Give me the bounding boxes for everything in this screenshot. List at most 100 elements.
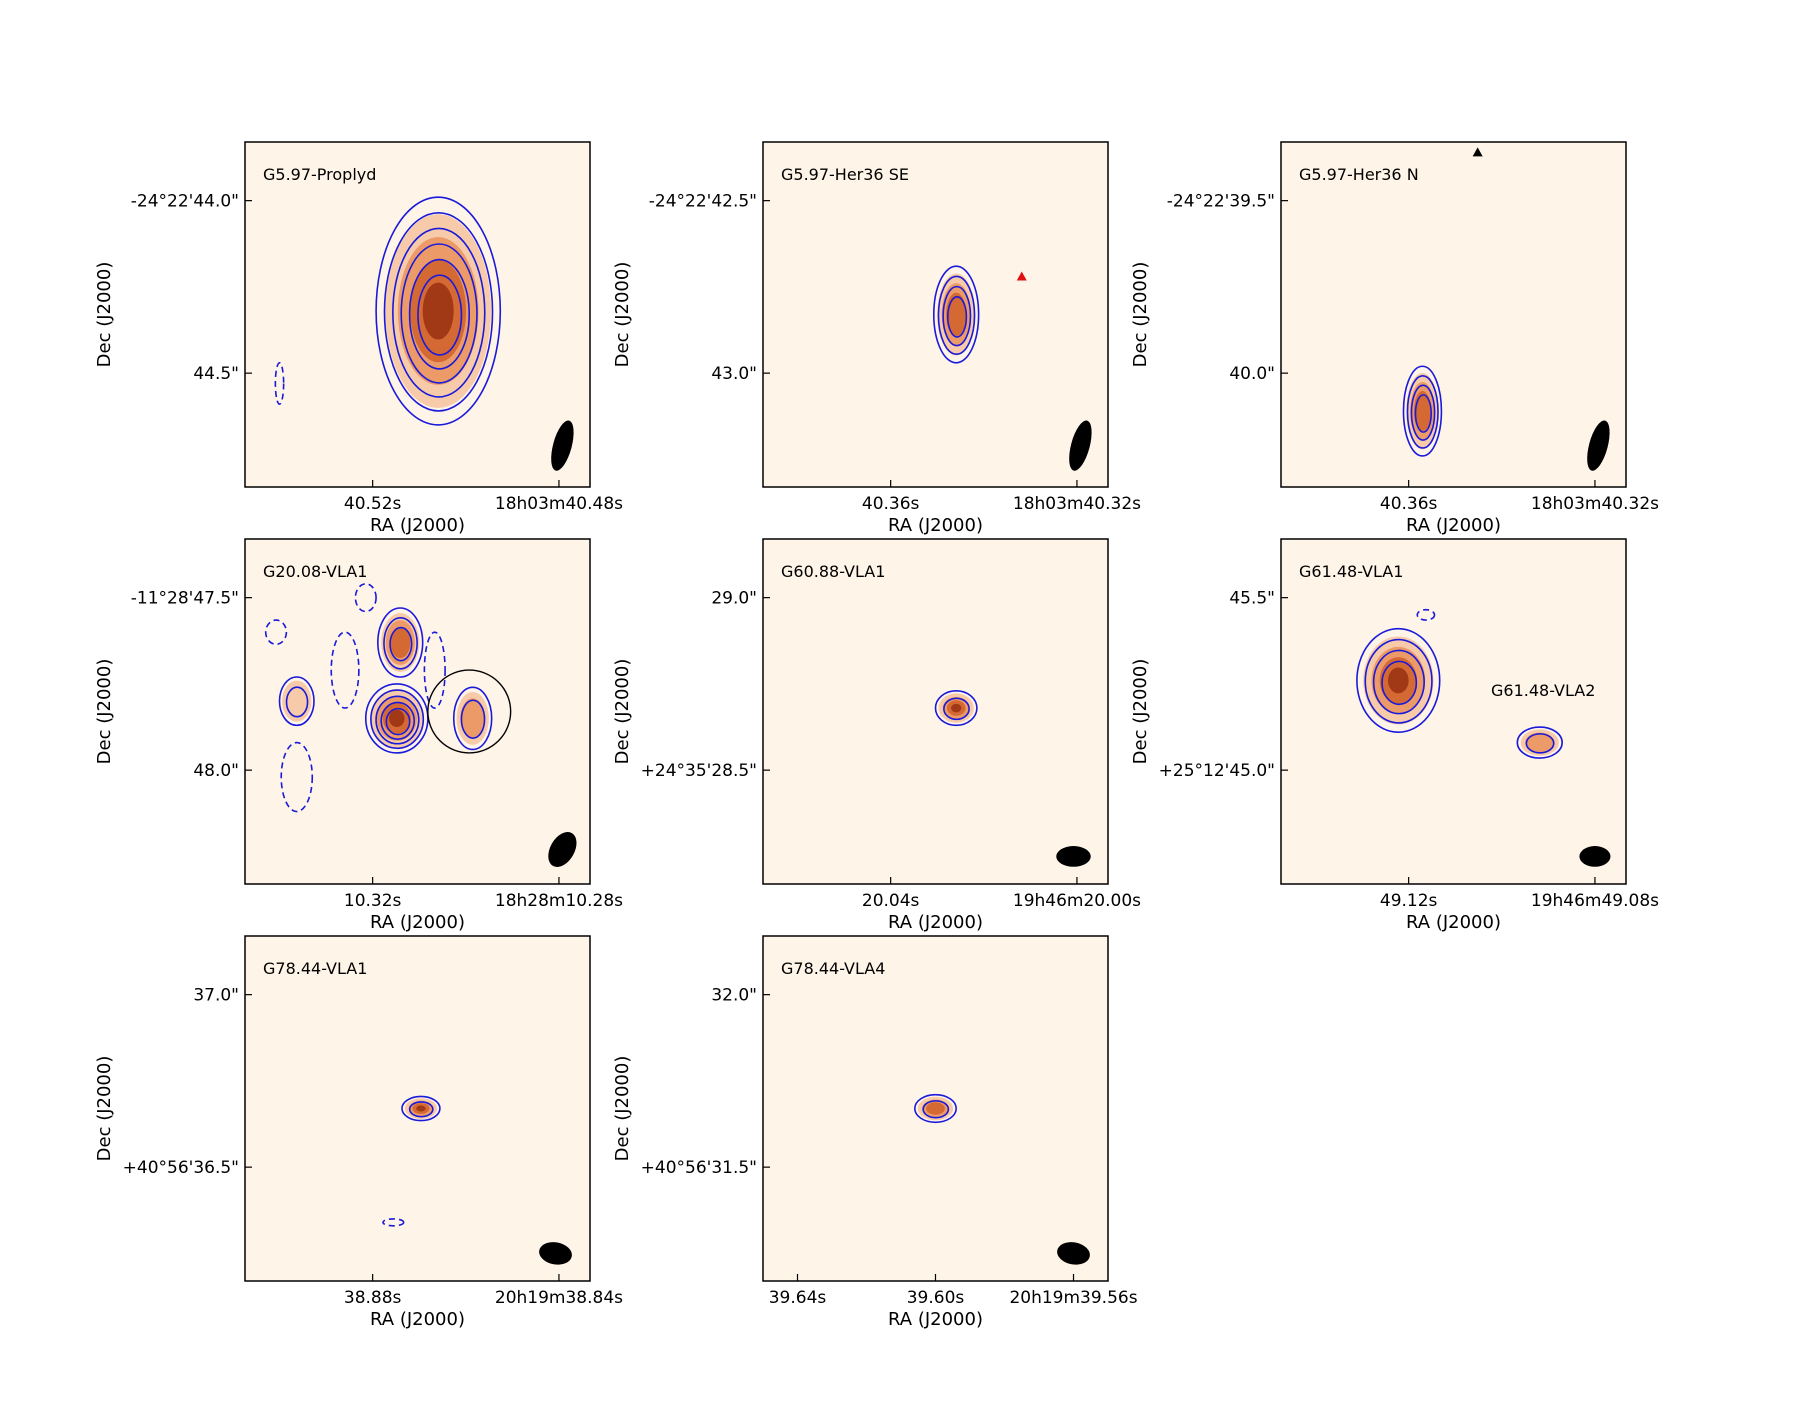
panel-title: G78.44-VLA1 — [263, 959, 367, 978]
x-tick-label: 20h19m39.56s — [1009, 1288, 1137, 1308]
panel-title: G60.88-VLA1 — [781, 562, 885, 581]
map-background — [1281, 142, 1626, 487]
y-tick-label: -11°28'47.5" — [131, 589, 239, 609]
panel-frame — [762, 538, 1109, 885]
y-axis-label: Dec (J2000) — [94, 659, 115, 765]
y-tick-label: 37.0" — [193, 986, 239, 1006]
x-axis-label: RA (J2000) — [370, 1309, 465, 1330]
y-tick-label: 29.0" — [711, 589, 757, 609]
y-axis-label: Dec (J2000) — [612, 262, 633, 368]
map-panel-6: G61.48-VLA1 G61.48-VLA2 49.12s 19h46m49.08s… — [1130, 538, 1659, 933]
map-panel-7: G78.44-VLA1 38.88s 20h19m38.84s 37.0" +40°56… — [94, 935, 623, 1330]
contour-source-4-level-2 — [285, 686, 309, 718]
contour-source-1-level-4 — [1414, 394, 1433, 433]
contour-source-1-level-2 — [943, 697, 970, 721]
negative-contour-2 — [354, 583, 377, 613]
beam-ellipse — [1057, 1242, 1090, 1265]
negative-contour-1 — [382, 1218, 405, 1227]
contour-source-1-level-3 — [392, 227, 486, 398]
negative-contour-3 — [330, 631, 360, 709]
map-content — [274, 196, 574, 471]
y-axis-label: Dec (J2000) — [94, 1056, 115, 1162]
emission-source-1-level-4 — [416, 1105, 426, 1112]
panel-title: G78.44-VLA4 — [781, 959, 885, 978]
emission-source-1-level-3 — [946, 292, 967, 337]
beam-ellipse — [539, 1242, 572, 1265]
y-tick-label: 45.5" — [1229, 589, 1275, 609]
panel-frame — [244, 141, 591, 488]
negative-contour-1 — [264, 619, 288, 646]
x-tick-label: 20h19m38.84s — [495, 1288, 623, 1308]
map-panel-3: G5.97-Her36 N 40.36s 18h03m40.32s -24°22'39… — [1130, 141, 1659, 536]
x-tick-label: 18h03m40.32s — [1013, 494, 1141, 514]
map-panel-5: G60.88-VLA1 20.04s 19h46m20.00s 29.0" +24°35… — [612, 538, 1141, 933]
x-tick-label: 39.64s — [769, 1288, 827, 1308]
map-content — [913, 1093, 1090, 1265]
x-tick-label: 18h28m10.28s — [495, 891, 623, 911]
x-tick-label: 10.32s — [344, 891, 402, 911]
x-tick-label: 18h03m40.32s — [1531, 494, 1659, 514]
x-tick-label: 39.60s — [907, 1288, 965, 1308]
y-tick-label: -24°22'39.5" — [1167, 192, 1275, 212]
emission-source-1-level-4 — [1387, 667, 1409, 694]
contour-source-1-level-2 — [1406, 374, 1439, 449]
y-tick-label: 44.5" — [193, 364, 239, 384]
contour-source-1-level-1 — [401, 1095, 441, 1122]
x-axis-label: RA (J2000) — [370, 515, 465, 536]
y-axis-label: Dec (J2000) — [94, 262, 115, 368]
beam-ellipse — [548, 831, 577, 868]
triangle-marker-1 — [1016, 271, 1027, 281]
contour-source-1-level-2 — [937, 275, 976, 355]
contour-source-1-level-4 — [946, 296, 968, 338]
panel-frame — [762, 141, 1109, 488]
x-tick-label: 20.04s — [862, 891, 920, 911]
x-tick-label: 19h46m49.08s — [1531, 891, 1659, 911]
x-tick-label: 18h03m40.48s — [495, 494, 623, 514]
contour-source-2-level-1 — [377, 607, 424, 678]
map-panel-1: G5.97-Proplyd 40.52s 18h03m40.48s -24°22'44… — [94, 141, 623, 536]
contour-source-1-level-1 — [934, 689, 978, 727]
map-content — [932, 265, 1092, 471]
map-content — [934, 689, 1091, 867]
x-axis-label: RA (J2000) — [1406, 515, 1501, 536]
x-tick-label: 40.36s — [862, 494, 920, 514]
negative-contour-1 — [274, 361, 285, 405]
x-tick-label: 40.52s — [344, 494, 402, 514]
contour-source-1-level-6 — [417, 274, 463, 356]
contour-source-1-level-2 — [408, 1101, 434, 1118]
contour-source-1-level-4 — [380, 701, 416, 740]
contour-source-3-level-2 — [460, 699, 486, 739]
contour-source-1-level-2 — [383, 212, 494, 412]
emission-source-1-level-4 — [389, 709, 405, 728]
contour-source-1-level-5 — [408, 258, 471, 370]
emission-source-1-level-4 — [951, 703, 962, 713]
contour-source-1-level-2 — [370, 689, 425, 750]
x-tick-label: 49.12s — [1380, 891, 1438, 911]
emission-source-1-level-3 — [926, 1102, 945, 1115]
y-tick-label: +24°35'28.5" — [641, 761, 757, 781]
panel-title: G20.08-VLA1 — [263, 562, 367, 581]
emission-source-1-level-4 — [422, 282, 454, 340]
x-tick-label: 40.36s — [1380, 494, 1438, 514]
y-tick-label: 32.0" — [711, 986, 757, 1006]
contour-source-1-level-1 — [1356, 627, 1441, 734]
beam-ellipse — [1069, 420, 1092, 471]
y-tick-label: 43.0" — [711, 364, 757, 384]
contour-source-2-level-2 — [383, 616, 418, 670]
negative-contour-1 — [1416, 608, 1436, 621]
panel-title: G5.97-Her36 N — [1299, 165, 1419, 184]
y-tick-label: -24°22'44.0" — [131, 192, 239, 212]
panel-title: G5.97-Her36 SE — [781, 165, 909, 184]
map-content — [1356, 608, 1611, 867]
map-background — [1281, 539, 1626, 884]
contour-source-1-level-1 — [932, 265, 980, 364]
map-panel-8: G78.44-VLA4 39.64s 39.60s 20h19m39.56s 32.0"… — [612, 935, 1138, 1330]
contour-source-1-level-3 — [1410, 384, 1436, 441]
beam-ellipse — [1056, 846, 1091, 867]
x-axis-label: RA (J2000) — [1406, 912, 1501, 933]
contour-source-3-level-1 — [452, 686, 493, 751]
map-panel-4: G20.08-VLA1 10.32s 18h28m10.28s -11°28'47.5… — [94, 538, 623, 933]
emission-source-2-level-2 — [1525, 732, 1555, 753]
y-tick-label: 40.0" — [1229, 364, 1275, 384]
emission-source-3-level-2 — [460, 698, 486, 739]
